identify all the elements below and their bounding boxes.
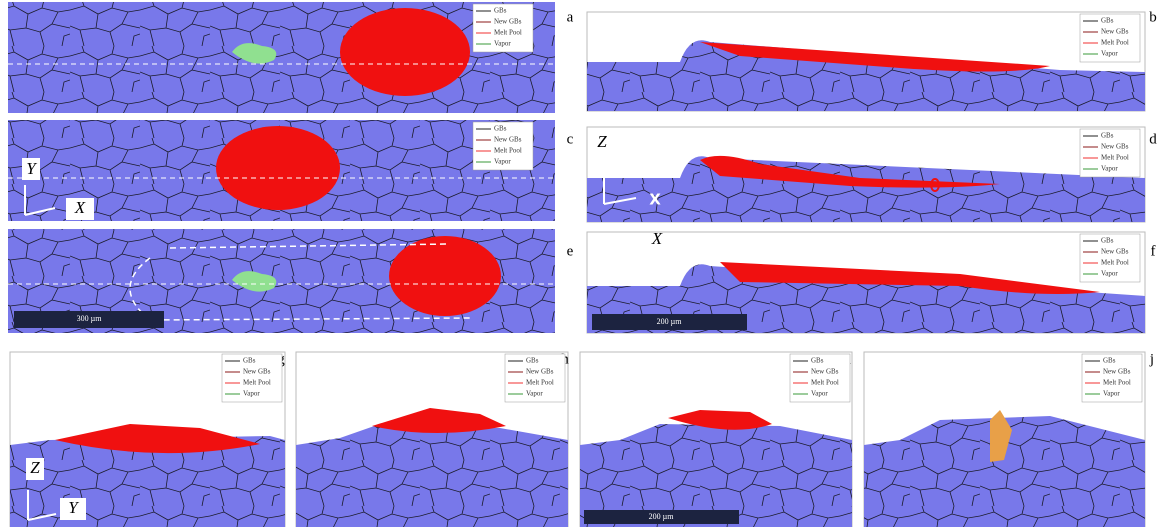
legend-label: GBs <box>494 7 507 15</box>
legend-label: Melt Pool <box>494 147 522 155</box>
legend-label: New GBs <box>1101 28 1129 36</box>
panel-label: b <box>1149 9 1157 25</box>
panel-d-image <box>587 127 1145 222</box>
legend: GBs New GBs Melt Pool Vapor <box>505 354 565 402</box>
legend-label: Vapor <box>811 390 828 398</box>
panel-label: d <box>1149 131 1157 147</box>
panel-label: f <box>1151 243 1156 259</box>
legend-label: Melt Pool <box>494 29 522 37</box>
legend-label: New GBs <box>494 136 522 144</box>
legend-label: Vapor <box>1103 390 1120 398</box>
legend-label: Vapor <box>526 390 543 398</box>
legend: GBs New GBs Melt Pool Vapor <box>473 4 533 52</box>
axis-label: X <box>651 229 663 248</box>
legend-label: Melt Pool <box>1101 39 1129 47</box>
legend-label: New GBs <box>494 18 522 26</box>
legend-label: Melt Pool <box>526 379 554 387</box>
axis-label: Y <box>26 159 37 178</box>
legend: GBs New GBs Melt Pool Vapor <box>1082 354 1142 402</box>
legend-label: Melt Pool <box>1101 154 1129 162</box>
scale-bar-label: 200 µm <box>657 317 683 326</box>
melt-pool <box>340 8 470 96</box>
legend-label: Vapor <box>1101 50 1118 58</box>
scale-bar-label: 300 µm <box>77 314 103 323</box>
axis-label: Y <box>68 498 79 517</box>
legend: GBs New GBs Melt Pool Vapor <box>790 354 850 402</box>
legend-label: Melt Pool <box>1103 379 1131 387</box>
legend-label: New GBs <box>243 368 271 376</box>
legend: GBs New GBs Melt Pool Vapor <box>1080 14 1140 62</box>
panels: 300 µm 200 µm 200 µm <box>8 2 1145 527</box>
legend-label: Vapor <box>494 40 511 48</box>
legend-label: GBs <box>1103 357 1116 365</box>
axis-label: X <box>74 198 86 217</box>
panel-b-image <box>587 12 1145 111</box>
legend-label: GBs <box>243 357 256 365</box>
panel-label: e <box>567 243 574 259</box>
panel-label: c <box>567 131 574 147</box>
legend-label: New GBs <box>526 368 554 376</box>
legend-label: GBs <box>1101 237 1114 245</box>
legend-label: GBs <box>1101 132 1114 140</box>
legend-label: Vapor <box>1101 270 1118 278</box>
legend-label: New GBs <box>1101 143 1129 151</box>
legend: GBs New GBs Melt Pool Vapor <box>222 354 282 402</box>
figure: 300 µm 200 µm 200 µm Y X <box>0 0 1161 527</box>
legend-label: Melt Pool <box>243 379 271 387</box>
legend-label: New GBs <box>811 368 839 376</box>
legend-label: Vapor <box>494 158 511 166</box>
legend: GBs New GBs Melt Pool Vapor <box>473 122 533 170</box>
melt-pool <box>216 126 340 210</box>
melt-pool <box>389 236 501 316</box>
legend-label: Melt Pool <box>811 379 839 387</box>
legend-label: GBs <box>811 357 824 365</box>
axis-label: Z <box>597 132 607 151</box>
legend-label: Vapor <box>1101 165 1118 173</box>
legend: GBs New GBs Melt Pool Vapor <box>1080 234 1140 282</box>
legend-label: GBs <box>1101 17 1114 25</box>
axis-label: X <box>649 191 661 209</box>
legend-label: New GBs <box>1103 368 1131 376</box>
legend-label: GBs <box>526 357 539 365</box>
axis-label: Z <box>30 458 40 477</box>
legend: GBs New GBs Melt Pool Vapor <box>1080 129 1140 177</box>
legend-label: Melt Pool <box>1101 259 1129 267</box>
scale-bar-label: 200 µm <box>649 512 675 521</box>
legend-label: Vapor <box>243 390 260 398</box>
legend-label: New GBs <box>1101 248 1129 256</box>
panel-label: j <box>1149 351 1154 367</box>
bottom-images <box>10 352 1145 527</box>
panel-label: a <box>567 9 574 25</box>
legend-label: GBs <box>494 125 507 133</box>
